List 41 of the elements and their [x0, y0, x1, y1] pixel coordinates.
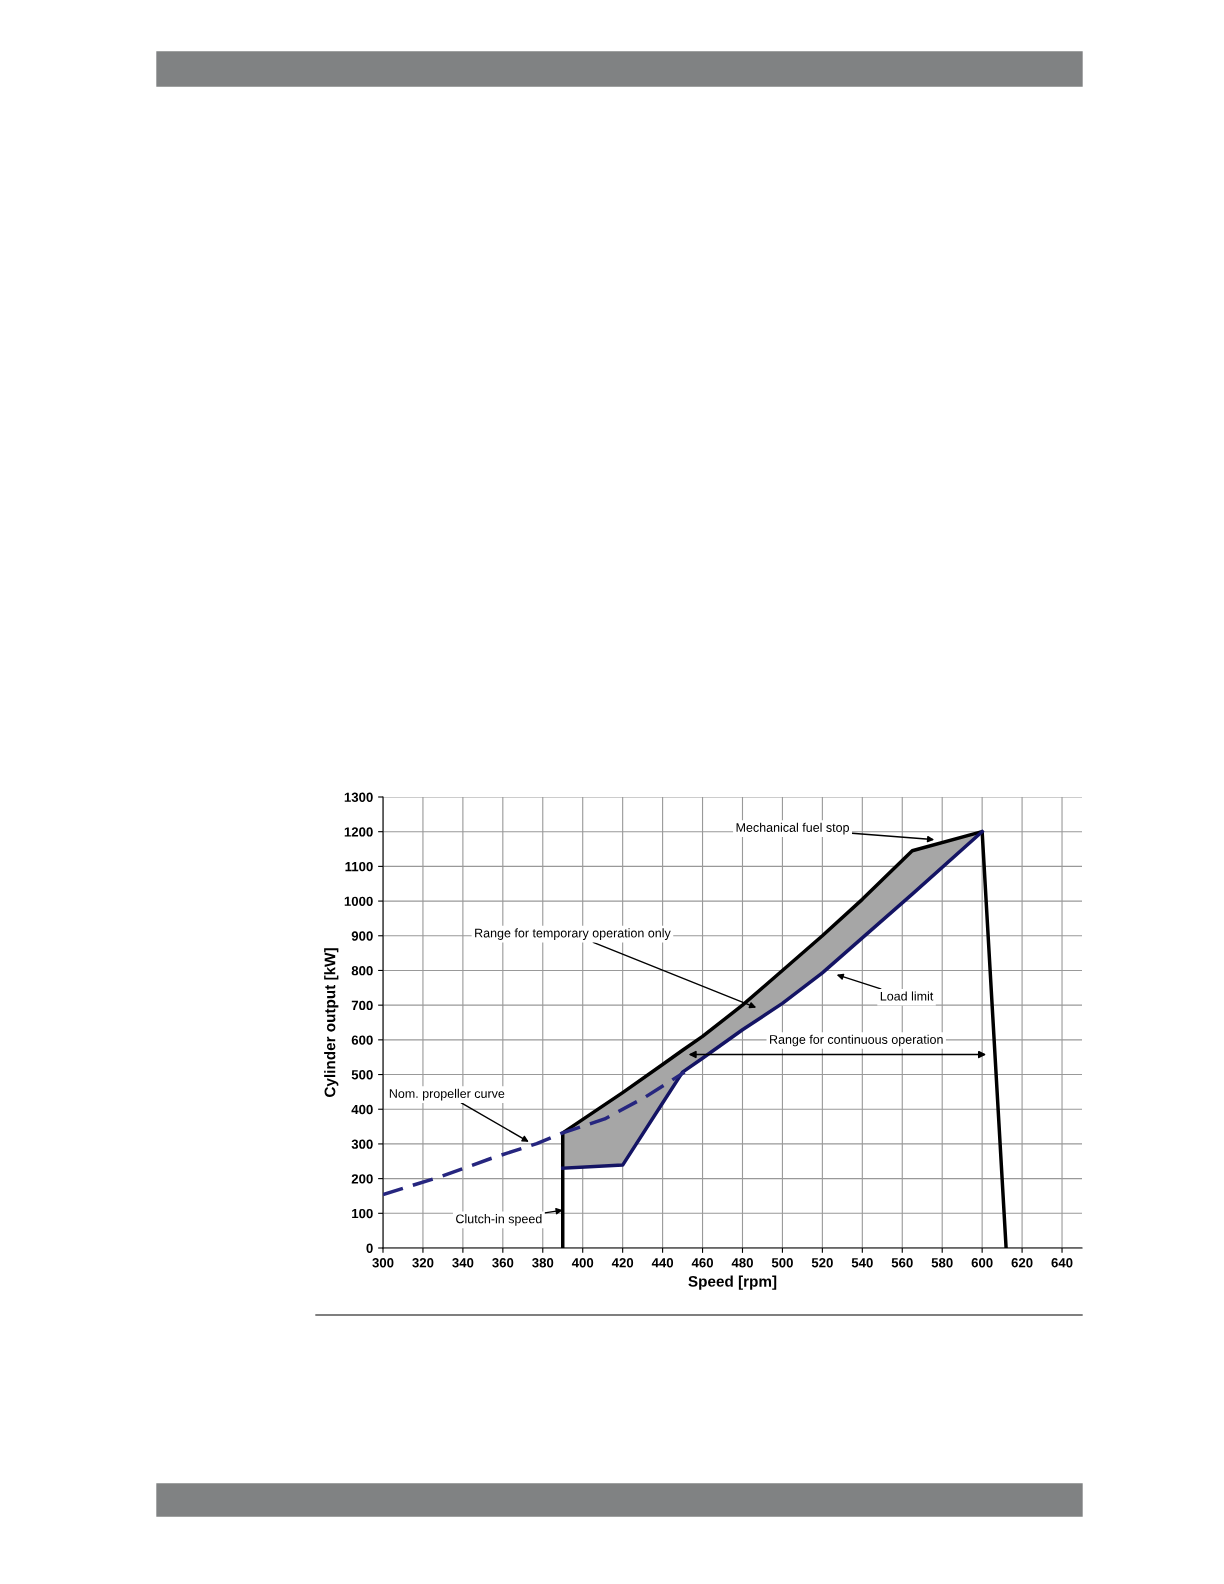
y-tick-label: 1000 [344, 896, 373, 906]
line-series [383, 1070, 687, 1197]
annotation: Load limit [880, 991, 934, 1001]
y-tick-label: 0 [366, 1243, 373, 1253]
x-tick-label: 300 [372, 1258, 394, 1268]
x-tick-label: 580 [931, 1258, 953, 1268]
y-tick-label: 700 [351, 1000, 373, 1011]
y-tick-label: 500 [351, 1070, 373, 1080]
x-tick-label: 420 [611, 1258, 634, 1268]
x-tick-label: 460 [691, 1258, 714, 1268]
y-tick-label: 900 [351, 931, 373, 941]
annotation: Range for continuous operation [770, 1034, 943, 1047]
x-axis-title: Speed [rpm] [688, 1275, 777, 1290]
annotation: Mechanical fuel stop [736, 822, 849, 835]
y-tick-label: 400 [351, 1104, 373, 1115]
y-tick-label: 1200 [344, 827, 373, 837]
x-tick-label: 640 [1051, 1258, 1073, 1268]
x-tick-label: 620 [1011, 1258, 1033, 1268]
x-tick-label: 360 [492, 1258, 514, 1268]
y-tick-label: 100 [352, 1208, 373, 1219]
x-tick-label: 320 [412, 1258, 434, 1268]
x-tick-label: 400 [571, 1258, 594, 1268]
x-tick-label: 500 [771, 1258, 793, 1268]
x-tick-label: 340 [452, 1258, 474, 1268]
x-tick-label: 600 [971, 1258, 993, 1268]
x-tick-label: 540 [851, 1258, 873, 1268]
annotation: Clutch-in speed [456, 1214, 542, 1226]
y-axis-title: Cylinder output [kW] [324, 948, 339, 1097]
y-tick-label: 600 [351, 1035, 373, 1045]
y-tick-label: 800 [351, 966, 373, 976]
y-tick-label: 1100 [345, 861, 373, 872]
annotation: Nom. propeller curve [389, 1088, 505, 1101]
annotation: Range for temporary operation only [475, 928, 671, 940]
x-tick-label: 380 [532, 1258, 554, 1268]
x-tick-label: 520 [811, 1258, 833, 1268]
x-tick-label: 440 [651, 1258, 674, 1268]
y-tick-label: 300 [351, 1139, 373, 1149]
y-tick-label: 200 [351, 1174, 373, 1184]
y-tick-label: 1300 [344, 792, 373, 802]
x-tick-label: 480 [731, 1258, 753, 1268]
x-tick-label: 560 [891, 1258, 913, 1268]
